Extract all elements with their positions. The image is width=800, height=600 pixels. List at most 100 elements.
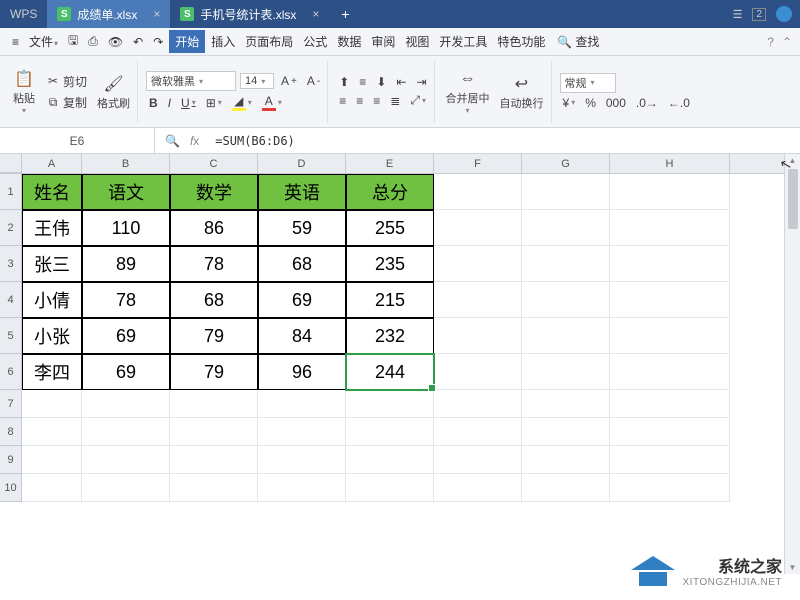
font-family-select[interactable]: 微软雅黑 <box>146 71 236 91</box>
cell[interactable]: 姓名 <box>22 174 82 210</box>
cell[interactable] <box>522 418 610 446</box>
cell[interactable] <box>434 174 522 210</box>
col-header-D[interactable]: D <box>258 154 346 173</box>
cell[interactable]: 110 <box>82 210 170 246</box>
font-size-select[interactable]: 14 <box>240 73 274 89</box>
row-header[interactable]: 1 <box>0 174 22 210</box>
formula-input[interactable]: =SUM(B6:D6) <box>209 134 800 148</box>
cell[interactable] <box>82 446 170 474</box>
cell[interactable] <box>258 418 346 446</box>
cell[interactable] <box>434 446 522 474</box>
vertical-scrollbar[interactable]: ▲ ▼ <box>784 154 800 574</box>
cell[interactable] <box>610 210 730 246</box>
cell[interactable] <box>522 246 610 282</box>
cell[interactable]: 总分 <box>346 174 434 210</box>
cell[interactable] <box>22 418 82 446</box>
list-icon[interactable]: ☰ <box>733 8 743 21</box>
tab-view[interactable]: 视图 <box>401 30 433 53</box>
cell[interactable]: 语文 <box>82 174 170 210</box>
cell[interactable] <box>610 390 730 418</box>
cell[interactable]: 255 <box>346 210 434 246</box>
cell[interactable]: 79 <box>170 318 258 354</box>
italic-button[interactable]: I <box>165 95 174 111</box>
cell[interactable] <box>170 446 258 474</box>
avatar[interactable] <box>776 6 792 22</box>
row-header[interactable]: 10 <box>0 474 22 502</box>
cell[interactable] <box>610 282 730 318</box>
row-header[interactable]: 4 <box>0 282 22 318</box>
cell[interactable] <box>610 474 730 502</box>
align-right-button[interactable]: ≡ <box>370 93 383 109</box>
border-button[interactable]: ⊞ <box>203 95 225 111</box>
cell[interactable] <box>522 474 610 502</box>
cell[interactable]: 78 <box>82 282 170 318</box>
tab-data[interactable]: 数据 <box>333 30 365 53</box>
name-box[interactable]: E6 <box>0 128 155 153</box>
cell[interactable] <box>346 390 434 418</box>
cell[interactable]: 78 <box>170 246 258 282</box>
doc-tab-2[interactable]: S 手机号统计表.xlsx × <box>170 0 329 28</box>
cell[interactable] <box>522 210 610 246</box>
col-header-G[interactable]: G <box>522 154 610 173</box>
cell[interactable]: 小张 <box>22 318 82 354</box>
copy-button[interactable]: ⧉复制 <box>42 93 90 112</box>
row-header[interactable]: 9 <box>0 446 22 474</box>
cell[interactable] <box>170 474 258 502</box>
tab-layout[interactable]: 页面布局 <box>241 30 297 53</box>
collapse-ribbon-icon[interactable]: ⌃ <box>782 35 792 49</box>
cell[interactable] <box>610 246 730 282</box>
tab-home[interactable]: 开始 <box>169 30 205 53</box>
cell[interactable]: 69 <box>82 354 170 390</box>
qat-save-icon[interactable]: 🖫 <box>64 28 82 55</box>
cell[interactable] <box>434 246 522 282</box>
grid[interactable]: ABCDEFGH 1姓名语文数学英语总分2王伟11086592553张三8978… <box>0 154 784 574</box>
cell[interactable] <box>346 418 434 446</box>
close-icon[interactable]: × <box>153 7 160 21</box>
paste-button[interactable]: 📋 粘贴 <box>10 67 38 116</box>
cell[interactable] <box>170 390 258 418</box>
cell[interactable] <box>610 318 730 354</box>
row-header[interactable]: 6 <box>0 354 22 390</box>
cell[interactable]: 59 <box>258 210 346 246</box>
tab-formula[interactable]: 公式 <box>299 30 331 53</box>
tab-dev[interactable]: 开发工具 <box>435 30 491 53</box>
tab-insert[interactable]: 插入 <box>207 30 239 53</box>
align-middle-button[interactable]: ≡ <box>356 74 369 90</box>
row-header[interactable]: 7 <box>0 390 22 418</box>
cell[interactable]: 244 <box>346 354 434 390</box>
tab-special[interactable]: 特色功能 <box>493 30 549 53</box>
cell[interactable] <box>434 318 522 354</box>
col-header-B[interactable]: B <box>82 154 170 173</box>
align-bottom-button[interactable]: ⬇ <box>373 74 389 90</box>
fx-icon[interactable]: fx <box>190 134 199 148</box>
col-header-C[interactable]: C <box>170 154 258 173</box>
scroll-thumb[interactable] <box>788 169 798 229</box>
cell[interactable]: 数学 <box>170 174 258 210</box>
cell[interactable]: 李四 <box>22 354 82 390</box>
col-header-F[interactable]: F <box>434 154 522 173</box>
underline-button[interactable]: U <box>178 95 199 111</box>
notification-badge[interactable]: 2 <box>752 8 766 21</box>
font-color-button[interactable]: A <box>259 93 285 112</box>
cell[interactable] <box>522 318 610 354</box>
cell[interactable] <box>434 474 522 502</box>
fill-color-button[interactable]: ◢ <box>229 93 255 112</box>
close-icon[interactable]: × <box>312 7 319 21</box>
cell[interactable] <box>610 418 730 446</box>
cell[interactable]: 小倩 <box>22 282 82 318</box>
cell[interactable] <box>434 282 522 318</box>
align-top-button[interactable]: ⬆ <box>336 74 352 90</box>
cell[interactable] <box>434 354 522 390</box>
cell[interactable] <box>610 446 730 474</box>
cell[interactable]: 68 <box>170 282 258 318</box>
cell[interactable]: 235 <box>346 246 434 282</box>
cell[interactable]: 232 <box>346 318 434 354</box>
menu-hamburger[interactable]: ≡ <box>8 32 23 52</box>
cell[interactable] <box>82 418 170 446</box>
scroll-down-icon[interactable]: ▼ <box>787 561 799 574</box>
cell[interactable] <box>434 210 522 246</box>
cell[interactable] <box>82 390 170 418</box>
number-format-select[interactable]: 常规 <box>560 73 616 93</box>
cell[interactable]: 86 <box>170 210 258 246</box>
bold-button[interactable]: B <box>146 95 161 111</box>
